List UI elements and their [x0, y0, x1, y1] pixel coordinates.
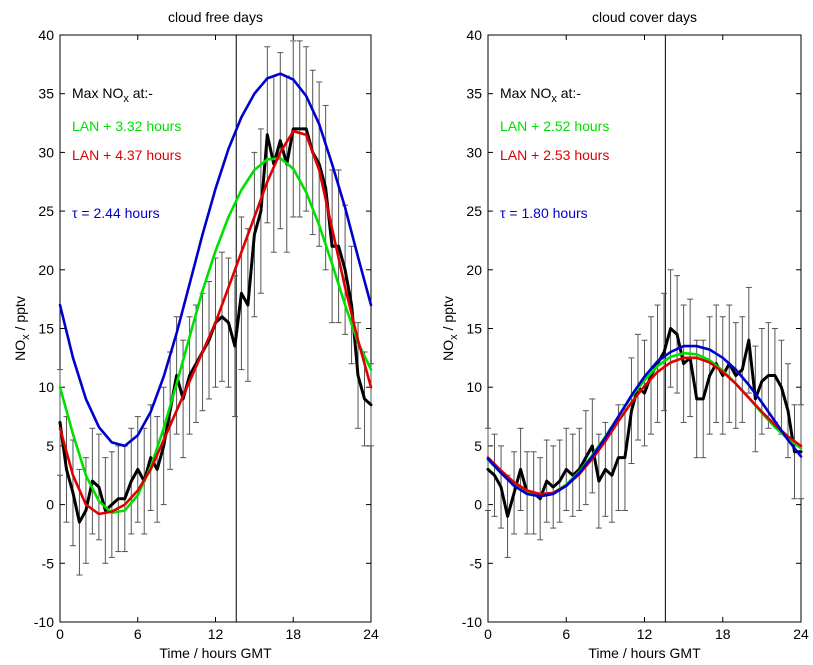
x-tick-label: 6 [134, 626, 142, 642]
annotation-max-rest: at:- [129, 85, 153, 101]
y-tick-label: 20 [38, 262, 54, 278]
x-tick-label: 12 [208, 626, 224, 642]
annotation-green-label: LAN + 3.32 hours [72, 118, 181, 134]
x-axis-label: Time / hours GMT [159, 645, 272, 661]
annotation-max-rest: at:- [557, 85, 581, 101]
y-tick-label: 35 [466, 86, 482, 102]
y-tick-label: 0 [474, 497, 482, 513]
y-tick-label: 5 [474, 438, 482, 454]
y-tick-label: 30 [38, 144, 54, 160]
annotation-max-subscript: x [123, 93, 129, 105]
y-tick-label: 5 [46, 438, 54, 454]
red-fit-line [486, 356, 803, 496]
annotation-max-nox: Max NOx at:- [500, 85, 581, 105]
y-axis-label: NOx / pptv [440, 296, 460, 361]
y-tick-label: 40 [38, 27, 54, 43]
y-axis-label-rest: / pptv [440, 296, 456, 334]
y-axis-label-subscript: x [448, 334, 460, 340]
annotation-red-label: LAN + 4.37 hours [72, 147, 181, 163]
x-tick-label: 18 [285, 626, 301, 642]
x-tick-label: 6 [562, 626, 570, 642]
chart-title: cloud free days [168, 9, 263, 25]
y-tick-label: -5 [470, 555, 483, 571]
annotation-max-nox: Max NOx at:- [72, 85, 153, 105]
y-tick-label: 15 [38, 321, 54, 337]
y-tick-label: 10 [38, 379, 54, 395]
y-tick-label: -10 [462, 614, 482, 630]
annotation-blue-label: τ = 1.80 hours [500, 205, 588, 221]
chart-panel-0: cloud free days -10 -5 0 5 10 15 20 25 30 35 40 0 6 12… [12, 9, 379, 661]
chart-panel-1: cloud cover days -10 -5 0 5 10 15 20 25 30 35 40 0 6 1… [440, 9, 809, 661]
y-tick-label: 25 [38, 203, 54, 219]
y-tick-label: 20 [466, 262, 482, 278]
annotation-blue-label: τ = 2.44 hours [72, 205, 160, 221]
x-axis-label: Time / hours GMT [588, 645, 701, 661]
y-axis-label-main: NO [12, 340, 28, 361]
x-tick-label: 12 [637, 626, 653, 642]
x-tick-label: 18 [715, 626, 731, 642]
blue-fit-line [58, 72, 373, 448]
y-tick-label: 40 [466, 27, 482, 43]
y-tick-label: 15 [466, 321, 482, 337]
red-fit-line [58, 130, 373, 516]
y-tick-label: 35 [38, 86, 54, 102]
y-tick-label: 10 [466, 379, 482, 395]
annotation-red-label: LAN + 2.53 hours [500, 147, 609, 163]
y-axis-label-subscript: x [20, 334, 32, 340]
y-tick-label: -10 [34, 614, 54, 630]
y-axis-label-rest: / pptv [12, 296, 28, 334]
measured-series-line [486, 327, 803, 518]
annotation-max-main: Max NO [72, 85, 123, 101]
annotation-green-label: LAN + 2.52 hours [500, 118, 609, 134]
x-tick-label: 0 [484, 626, 492, 642]
annotation-max-main: Max NO [500, 85, 551, 101]
x-tick-label: 0 [56, 626, 64, 642]
y-tick-label: 30 [466, 144, 482, 160]
y-axis-label-main: NO [440, 340, 456, 361]
y-tick-label: -5 [42, 555, 55, 571]
y-tick-label: 25 [466, 203, 482, 219]
chart-title: cloud cover days [592, 9, 697, 25]
annotation-max-subscript: x [551, 93, 557, 105]
x-tick-label: 24 [793, 626, 809, 642]
x-tick-label: 24 [363, 626, 379, 642]
y-tick-label: 0 [46, 497, 54, 513]
y-axis-label: NOx / pptv [12, 296, 32, 361]
blue-fit-line [486, 344, 803, 498]
